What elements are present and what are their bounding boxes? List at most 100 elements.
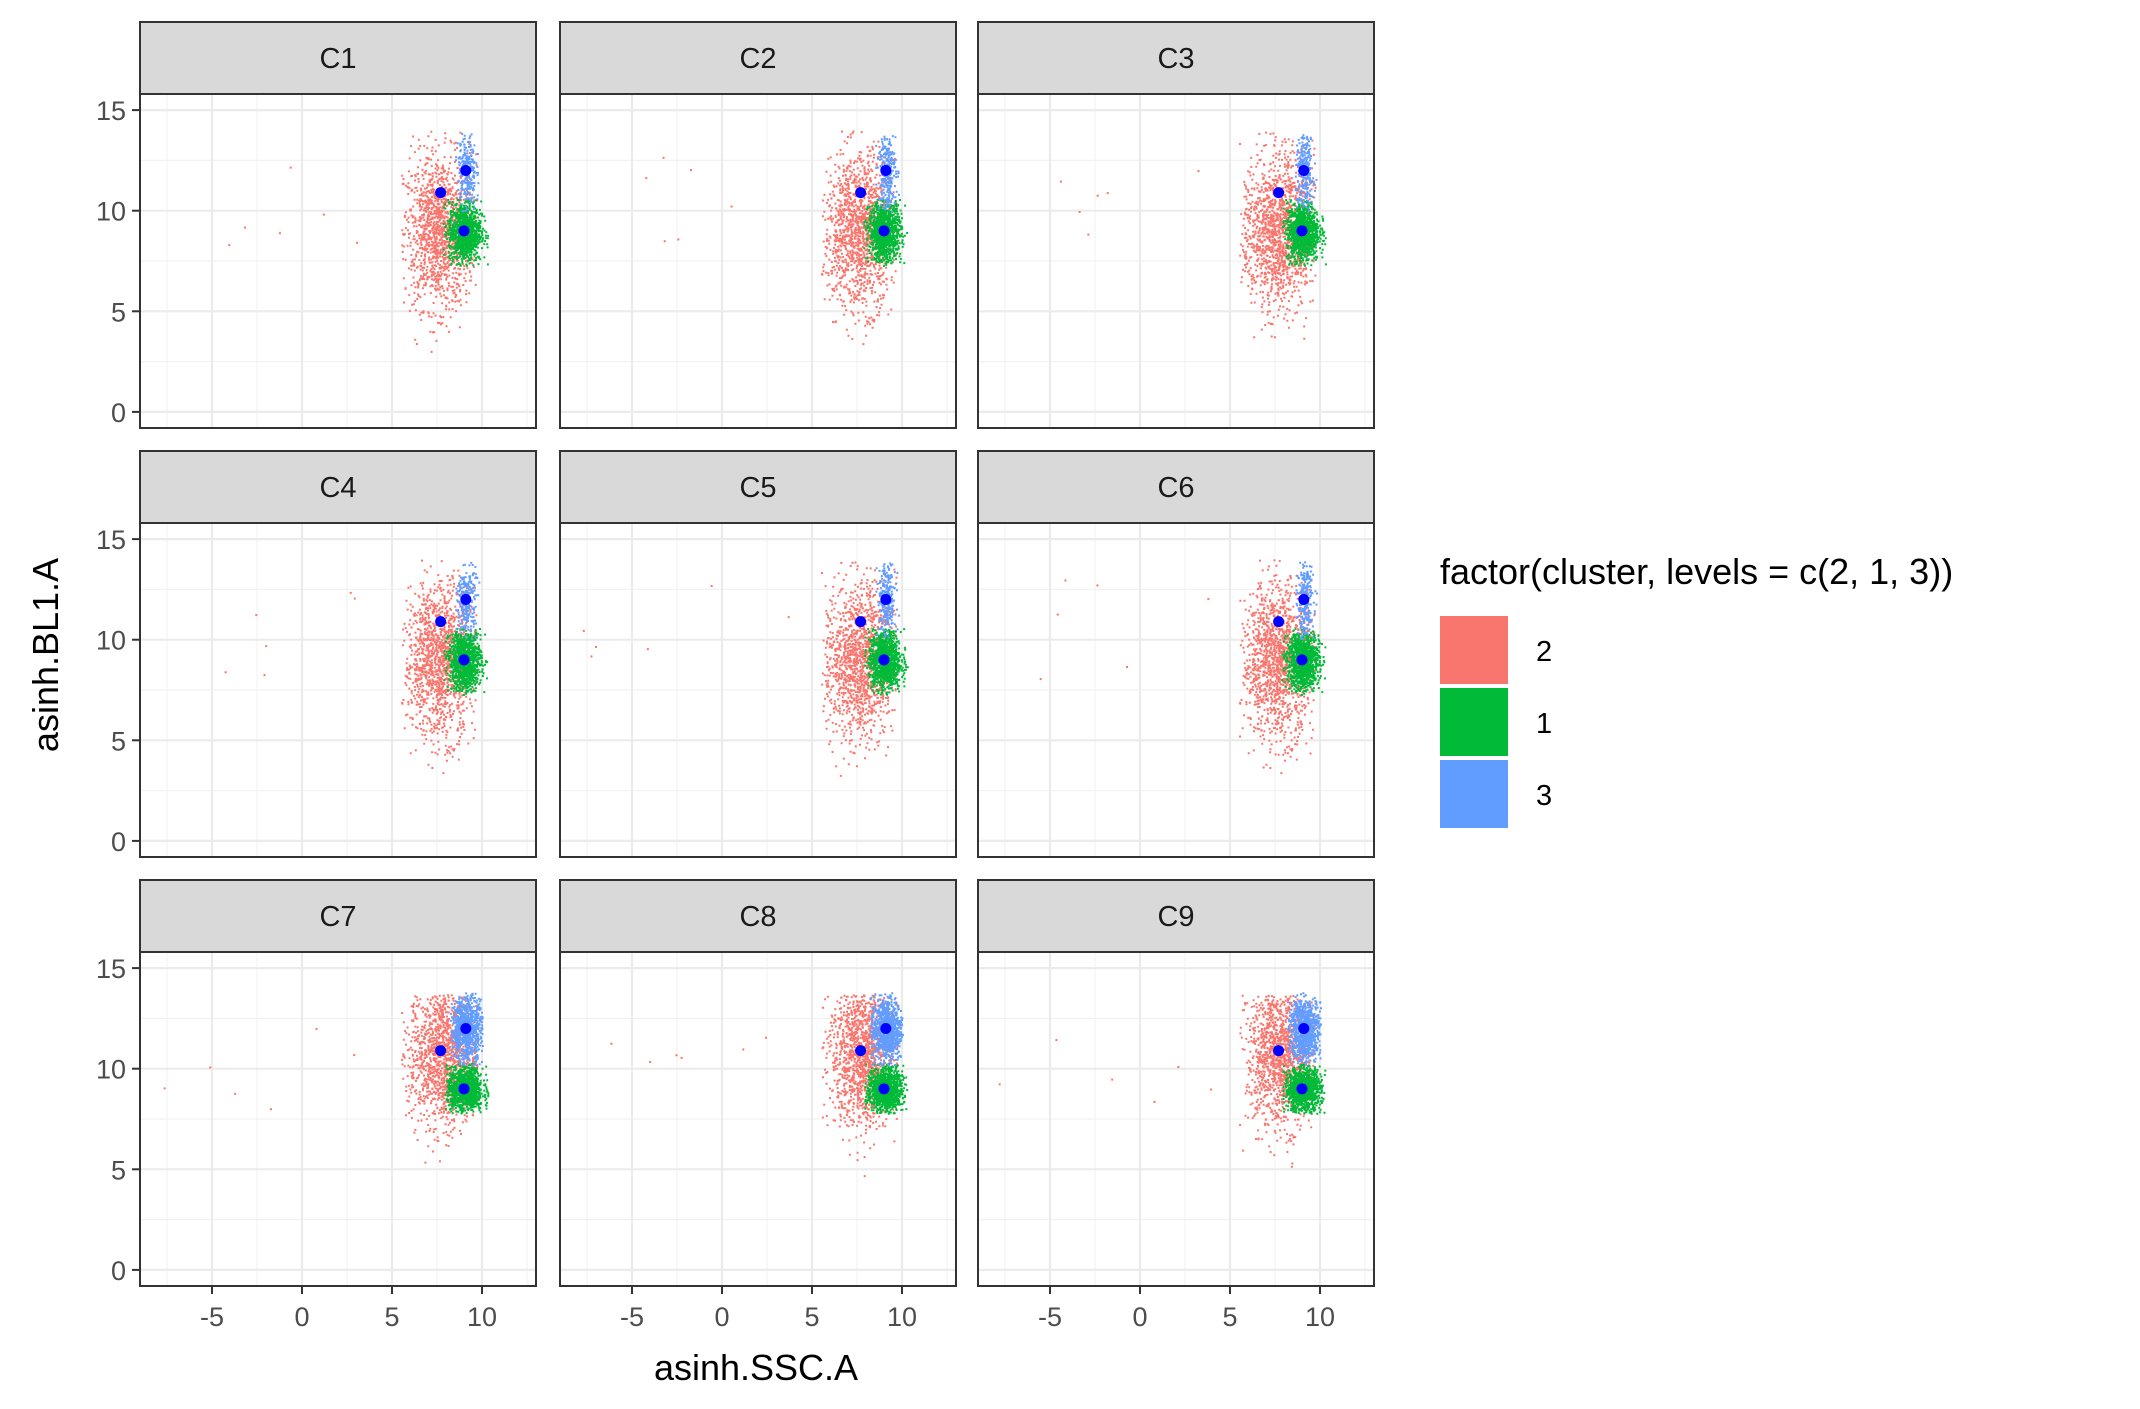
outlier-point xyxy=(1210,1088,1213,1091)
facet-panel-C8: C8 xyxy=(559,879,957,1287)
centroid-cluster-3 xyxy=(880,1022,892,1034)
facet-panel-C7: C7 xyxy=(139,879,537,1287)
outlier-point xyxy=(228,244,231,247)
outlier-point xyxy=(764,1036,767,1039)
centroid-cluster-3 xyxy=(880,164,892,176)
centroid-cluster-2 xyxy=(855,616,867,628)
strip-label: C6 xyxy=(1157,472,1194,504)
facet-panel-C2: C2 xyxy=(559,21,957,429)
panel-border xyxy=(977,93,1375,429)
centroid-cluster-2 xyxy=(435,616,447,628)
centroid-cluster-2 xyxy=(855,1045,867,1057)
legend-item-1: 1 xyxy=(1440,688,1552,756)
cluster-2-points xyxy=(821,561,899,777)
strip-background xyxy=(559,879,957,953)
outlier-point xyxy=(289,166,292,169)
facet-panels: C1 C2 C3 C4 C5 C6 C7 C8 C9 xyxy=(139,21,1375,1287)
outlier-point xyxy=(1207,597,1210,600)
x-tick-label: 0 xyxy=(714,1302,729,1332)
outlier-point xyxy=(675,1054,678,1057)
panel-border xyxy=(139,93,537,429)
points-cluster-2 xyxy=(1239,559,1316,775)
panel-border xyxy=(139,951,537,1287)
outlier-point xyxy=(1087,233,1090,236)
outlier-point xyxy=(645,177,648,180)
centroid-cluster-1 xyxy=(458,1083,470,1095)
y-tick-label: 15 xyxy=(96,525,126,555)
outlier-point xyxy=(322,213,325,216)
x-tick-label: 0 xyxy=(1132,1302,1147,1332)
outlier-point xyxy=(730,205,733,208)
centroid-cluster-3 xyxy=(460,164,472,176)
centroid-cluster-2 xyxy=(435,187,447,199)
outlier-points xyxy=(998,1039,1213,1103)
x-tick-label: -5 xyxy=(1038,1302,1062,1332)
centroid-cluster-1 xyxy=(1296,225,1308,237)
outlier-point xyxy=(1056,613,1059,616)
y-tick-label: 5 xyxy=(111,297,126,327)
x-axis-title: asinh.SSC.A xyxy=(654,1347,858,1388)
outlier-point xyxy=(269,1108,272,1111)
x-tick-label: -5 xyxy=(620,1302,644,1332)
outlier-point xyxy=(1096,584,1099,587)
outlier-point xyxy=(590,655,593,658)
legend-label: 3 xyxy=(1536,780,1552,812)
outlier-point xyxy=(680,1056,683,1059)
legend-label: 2 xyxy=(1536,636,1552,668)
outlier-point xyxy=(1059,180,1062,183)
outlier-points xyxy=(1039,579,1210,681)
x-tick-label: 0 xyxy=(294,1302,309,1332)
facet-panel-C9: C9 xyxy=(977,879,1375,1287)
centroid-cluster-3 xyxy=(460,593,472,605)
facet-panel-C4: C4 xyxy=(139,450,537,858)
x-tick-label: -5 xyxy=(200,1302,224,1332)
centroid-cluster-2 xyxy=(1273,187,1285,199)
y-tick-label: 5 xyxy=(111,1155,126,1185)
points-cluster-2 xyxy=(1239,131,1317,340)
legend-key xyxy=(1440,760,1508,828)
outlier-point xyxy=(1153,1100,1156,1103)
cluster-2-points xyxy=(401,559,478,775)
x-tick-label: 10 xyxy=(467,1302,497,1332)
cluster-2-points xyxy=(401,994,479,1164)
legend-label: 1 xyxy=(1536,708,1552,740)
cluster-2-points xyxy=(1239,994,1316,1168)
outlier-points xyxy=(645,156,733,243)
strip-label: C2 xyxy=(739,43,776,75)
strip-label: C4 xyxy=(319,472,356,504)
outlier-point xyxy=(1096,194,1099,197)
legend-item-3: 3 xyxy=(1440,760,1552,828)
outlier-point xyxy=(649,1061,652,1064)
panel-border xyxy=(559,93,957,429)
axes: 0 5 10 15 0 5 10 15 0 5 10 15 -5 0 5 10 -5 0 5 10 -5 0 5 10 xyxy=(96,96,1335,1332)
cluster-2-points xyxy=(821,130,898,346)
outlier-point xyxy=(224,671,227,674)
facet-panel-C6: C6 xyxy=(977,450,1375,858)
strip-label: C8 xyxy=(739,901,776,933)
strip-background xyxy=(139,21,537,95)
outlier-points xyxy=(163,1027,356,1111)
legend-key xyxy=(1440,616,1508,684)
strip-label: C5 xyxy=(739,472,776,504)
outlier-point xyxy=(1055,1039,1058,1042)
outlier-point xyxy=(742,1048,745,1051)
cluster-2-points xyxy=(401,130,479,353)
outlier-point xyxy=(353,597,356,600)
x-tick-label: 5 xyxy=(804,1302,819,1332)
outlier-point xyxy=(349,591,352,594)
outlier-point xyxy=(265,645,268,648)
strip-background xyxy=(559,450,957,524)
cluster-2-points xyxy=(821,994,899,1178)
legend: factor(cluster, levels = c(2, 1, 3)) 2 1 3 xyxy=(1440,551,1953,828)
centroid-cluster-3 xyxy=(1298,164,1310,176)
strip-background xyxy=(139,879,537,953)
centroid-cluster-1 xyxy=(878,1083,890,1095)
y-tick-label: 15 xyxy=(96,954,126,984)
y-tick-label: 0 xyxy=(111,827,126,857)
outlier-point xyxy=(353,1054,356,1057)
outlier-point xyxy=(646,648,649,651)
centroid-cluster-2 xyxy=(1273,1045,1285,1057)
centroid-cluster-3 xyxy=(1298,593,1310,605)
outlier-point xyxy=(663,240,666,243)
outlier-point xyxy=(255,614,258,617)
